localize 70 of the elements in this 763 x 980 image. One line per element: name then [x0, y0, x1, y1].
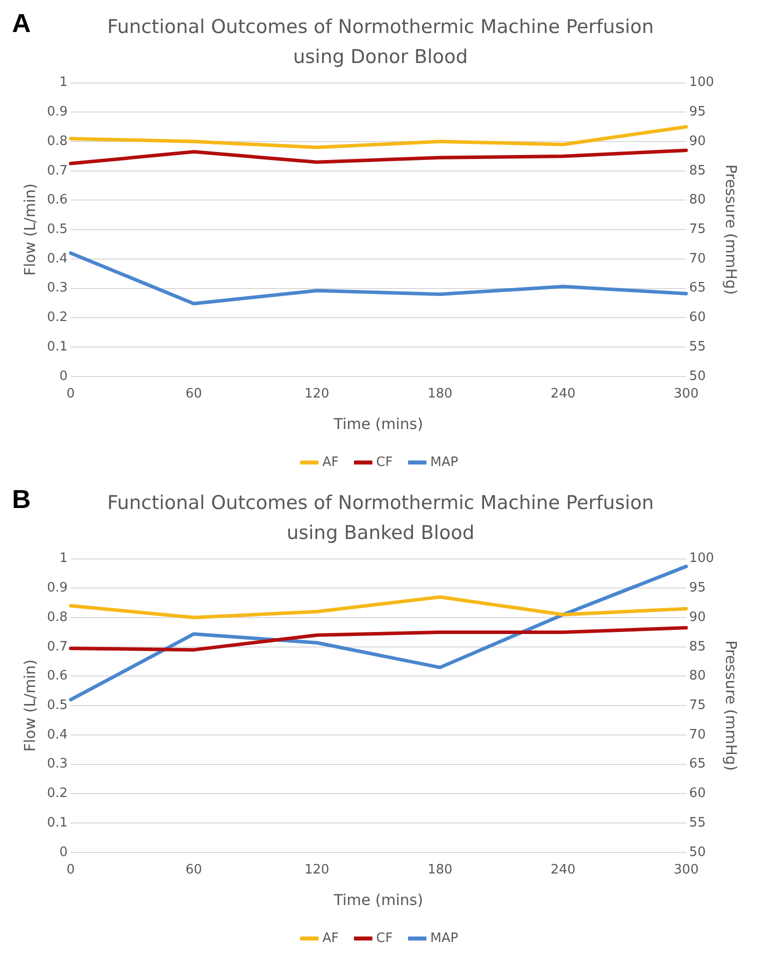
y2-tick-label: 85 [689, 163, 706, 178]
y2-tick-label: 70 [689, 727, 706, 742]
y-tick-label: 0.1 [46, 339, 68, 354]
y-tick-label: 0.2 [46, 786, 68, 802]
x-tick-label: 180 [428, 862, 452, 878]
y-tick-label: 0.8 [46, 610, 68, 625]
text: A [12, 8, 31, 39]
y-tick-label: 0.8 [46, 134, 68, 149]
y2-tick-label: 95 [689, 580, 706, 596]
y-tick-label: 0.5 [46, 222, 68, 237]
y-tick-label: 0.9 [46, 580, 68, 596]
y2-tick-label: 75 [689, 698, 706, 713]
y2-tick-label: 55 [689, 339, 706, 354]
x-tick-label: 60 [186, 386, 202, 402]
y-tick-label: 0.3 [46, 280, 68, 296]
y-tick-label: 1 [59, 75, 68, 90]
y2-tick-label: 70 [689, 251, 706, 266]
chart-title: Functional Outcomes of Normothermic Machine Perfusion using Donor Blood [106, 15, 655, 70]
y2-tick-label: 80 [689, 668, 706, 684]
legend-label: MAP [430, 930, 458, 946]
x-axis-title: Time (mins) [332, 890, 424, 909]
y2-tick-label: 65 [689, 756, 706, 772]
y-tick-label: 0.7 [46, 163, 68, 178]
y2-tick-label: 50 [689, 368, 706, 384]
y-tick-label: 0.9 [46, 104, 68, 120]
x-tick-label: 300 [674, 386, 699, 402]
y-tick-label: 0.6 [46, 192, 68, 208]
y2-tick-label: 90 [689, 134, 706, 149]
y2-tick-label: 55 [689, 815, 706, 830]
x-tick-label: 120 [304, 386, 330, 402]
x-tick-label: 300 [674, 862, 699, 878]
text: B [12, 484, 31, 515]
y2-tick-label: 90 [689, 610, 706, 625]
chart-title: Functional Outcomes of Normothermic Machine Perfusion using Banked Blood [106, 491, 655, 546]
y-tick-label: 0.2 [46, 310, 68, 326]
y-tick-label: 1 [59, 551, 68, 566]
y2-tick-label: 95 [689, 104, 706, 120]
legend-label: CF [376, 454, 393, 470]
y-tick-label: 0.7 [46, 639, 68, 654]
x-axis-title: Time (mins) [332, 414, 424, 433]
y2-tick-label: 50 [689, 844, 706, 860]
x-tick-label: 180 [428, 386, 452, 402]
y2-tick-label: 85 [689, 639, 706, 654]
y2-tick-label: 60 [689, 786, 706, 802]
y2-axis-title: Pressure (mmHg) [722, 640, 740, 771]
y-tick-label: 0 [59, 844, 68, 860]
y2-tick-label: 100 [689, 75, 714, 90]
x-tick-label: 60 [186, 862, 202, 878]
legend-label: AF [322, 454, 339, 470]
y-axis-title: Flow (L/min) [20, 659, 39, 752]
y2-tick-label: 75 [689, 222, 706, 237]
legend-label: CF [376, 930, 393, 946]
x-tick-label: 240 [550, 862, 576, 878]
x-tick-label: 120 [304, 862, 330, 878]
y2-tick-label: 80 [689, 192, 706, 208]
x-tick-label: 240 [550, 386, 576, 402]
y2-tick-label: 65 [689, 280, 706, 296]
y-tick-label: 0 [59, 368, 68, 384]
y-tick-label: 0.4 [46, 251, 68, 266]
y-axis-title: Flow (L/min) [20, 183, 39, 276]
y2-tick-label: 60 [689, 310, 706, 326]
y-tick-label: 0.4 [46, 727, 68, 742]
y-tick-label: 0.5 [46, 698, 68, 713]
legend-label: MAP [430, 454, 458, 470]
y-tick-label: 0.3 [46, 756, 68, 772]
y2-axis-title: Pressure (mmHg) [722, 164, 740, 295]
legend-label: AF [322, 930, 339, 946]
y2-tick-label: 100 [689, 551, 714, 566]
y-tick-label: 0.6 [46, 668, 68, 684]
y-tick-label: 0.1 [46, 815, 68, 830]
